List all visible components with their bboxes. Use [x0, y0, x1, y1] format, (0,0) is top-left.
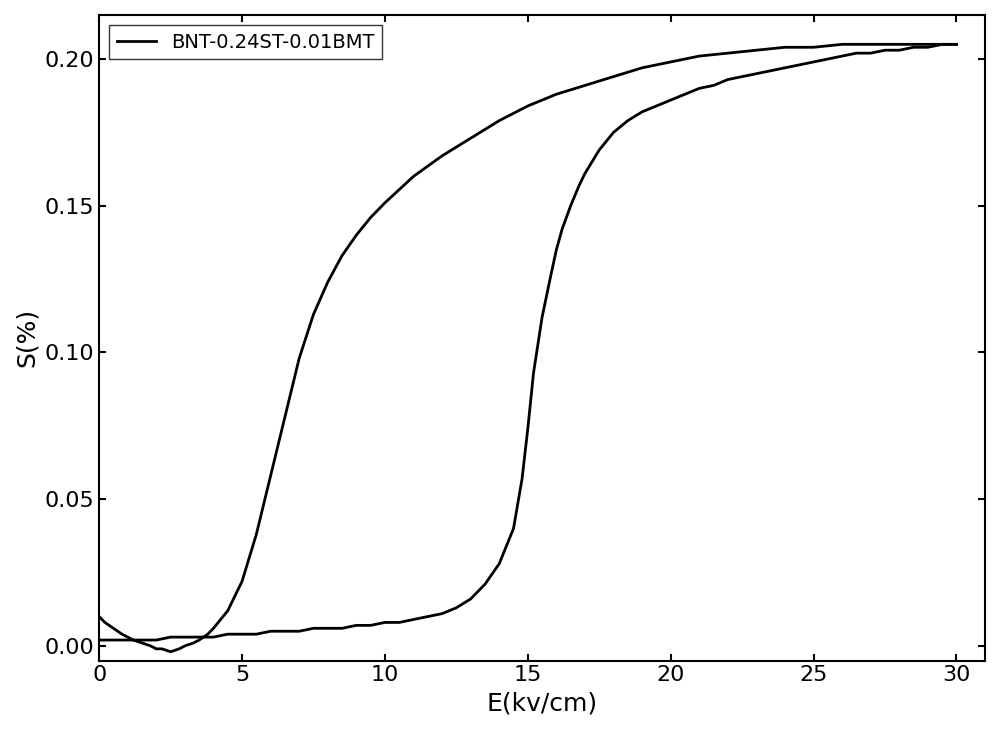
- Y-axis label: S(%): S(%): [15, 308, 39, 367]
- X-axis label: E(kv/cm): E(kv/cm): [487, 691, 598, 715]
- Legend: BNT-0.24ST-0.01BMT: BNT-0.24ST-0.01BMT: [109, 25, 382, 59]
